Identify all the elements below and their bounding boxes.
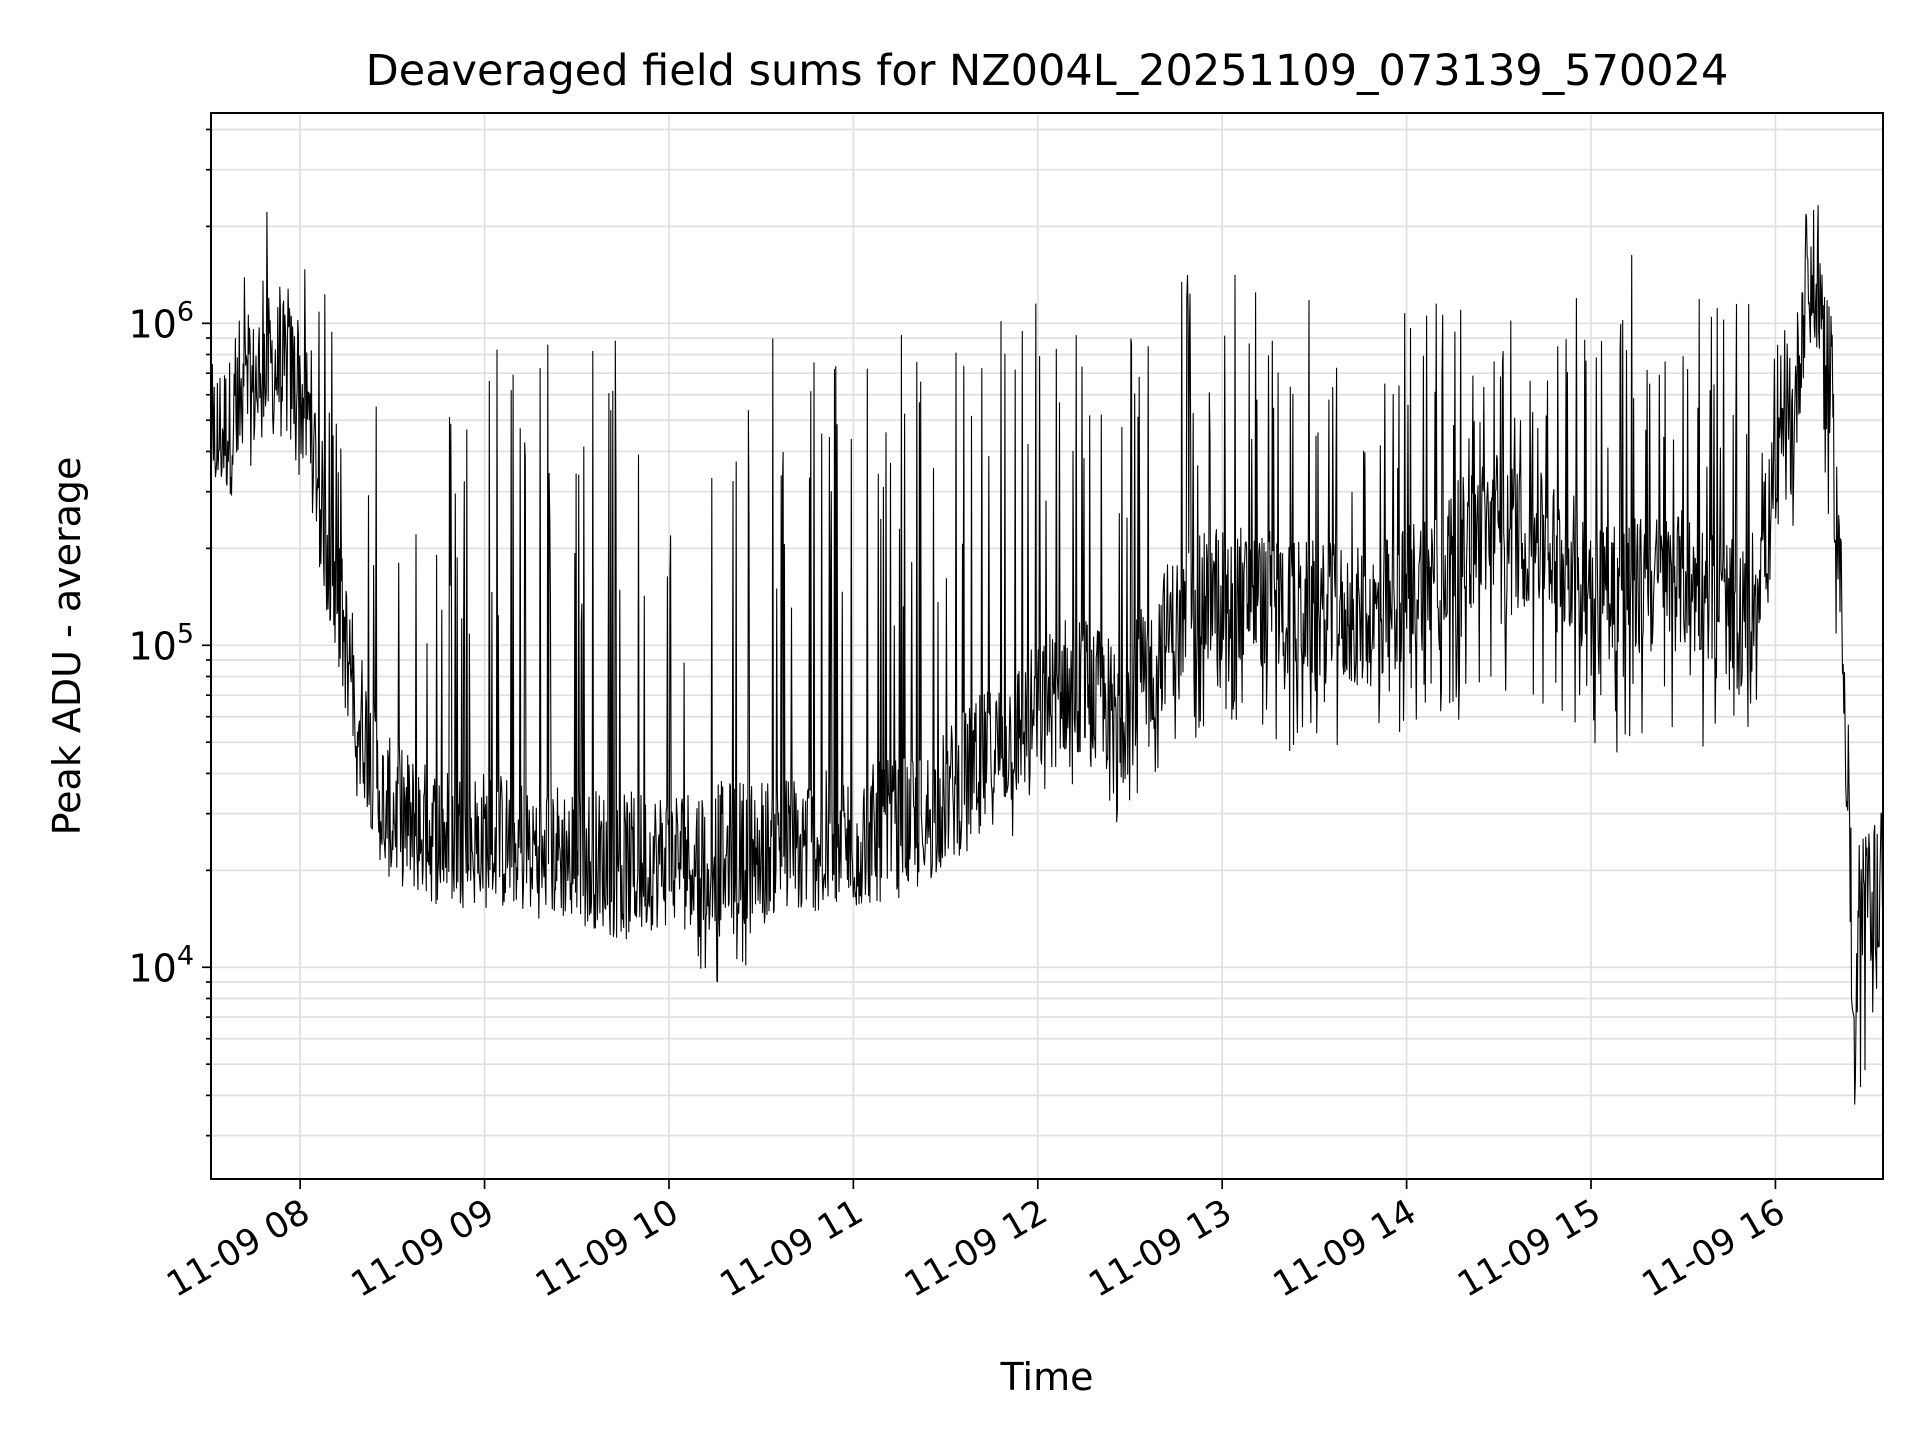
y-tick-label: 105 bbox=[128, 618, 194, 668]
series-layer bbox=[211, 205, 1883, 1105]
y-tick-label: 104 bbox=[128, 940, 194, 990]
chart-title: Deaveraged field sums for NZ004L_2025110… bbox=[366, 46, 1729, 96]
series-line bbox=[211, 205, 1883, 1105]
y-axis-label: Peak ADU - average bbox=[45, 457, 89, 836]
x-axis-label: Time bbox=[1000, 1355, 1094, 1399]
y-axis: 104 105 106 bbox=[128, 128, 211, 1137]
grid-layer bbox=[211, 113, 1883, 1179]
y-tick-label: 106 bbox=[128, 296, 194, 346]
